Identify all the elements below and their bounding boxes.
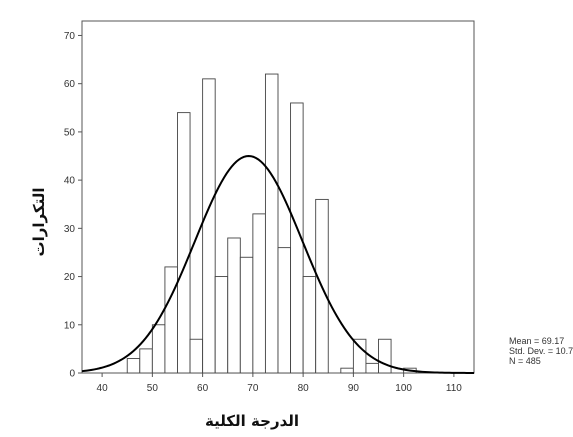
y-tick-label: 20 [64, 272, 76, 283]
normal-curve [81, 155, 475, 374]
y-tick-label: 40 [64, 176, 76, 187]
histogram-bar [151, 324, 166, 374]
histogram-bar [202, 78, 216, 374]
y-tick-label: 30 [64, 224, 76, 235]
histogram-bars [126, 73, 417, 374]
histogram-bar [164, 266, 178, 374]
histogram-bar [227, 237, 241, 374]
histogram-bar [177, 112, 191, 374]
y-tick-label: 50 [64, 127, 76, 138]
histogram-bar [340, 367, 354, 374]
y-axis: 0 10 20 30 40 50 60 70 [64, 31, 82, 380]
x-axis-title: الدرجة الكلية [205, 412, 299, 430]
mean-label: Mean = 69.17 [509, 336, 565, 346]
y-tick-label: 60 [64, 79, 76, 90]
y-axis-title: التكرارات [30, 188, 48, 257]
histogram-bar [302, 276, 317, 374]
summary-statistics: Mean = 69.17 Std. Dev. = 10.72 N = 485 [509, 336, 573, 366]
y-tick-label: 10 [64, 320, 76, 331]
histogram-bar [378, 338, 392, 374]
x-tick-label: 90 [348, 383, 360, 394]
y-tick-label: 0 [69, 369, 75, 380]
histogram-bar [277, 247, 292, 374]
x-tick-label: 50 [147, 383, 159, 394]
histogram-bar [365, 362, 379, 374]
y-tick-label: 70 [64, 31, 76, 42]
histogram-bar [264, 73, 279, 374]
x-tick-label: 100 [395, 383, 412, 394]
x-tick-label: 60 [197, 383, 209, 394]
histogram-bar [189, 338, 204, 374]
histogram-bar [290, 102, 304, 374]
x-tick-label: 80 [298, 383, 310, 394]
x-tick-label: 70 [247, 383, 259, 394]
n-label: N = 485 [509, 356, 541, 366]
x-axis: 40 50 60 70 80 90 100 110 [97, 373, 462, 394]
x-tick-label: 40 [97, 383, 109, 394]
histogram-bar [139, 348, 153, 374]
histogram-bar [352, 338, 367, 374]
histogram-bar [239, 256, 254, 374]
histogram-bar [214, 276, 229, 374]
std-dev-label: Std. Dev. = 10.72 [509, 346, 573, 356]
histogram-bar [126, 358, 141, 374]
x-tick-label: 110 [446, 383, 462, 394]
histogram-bar [252, 213, 266, 374]
